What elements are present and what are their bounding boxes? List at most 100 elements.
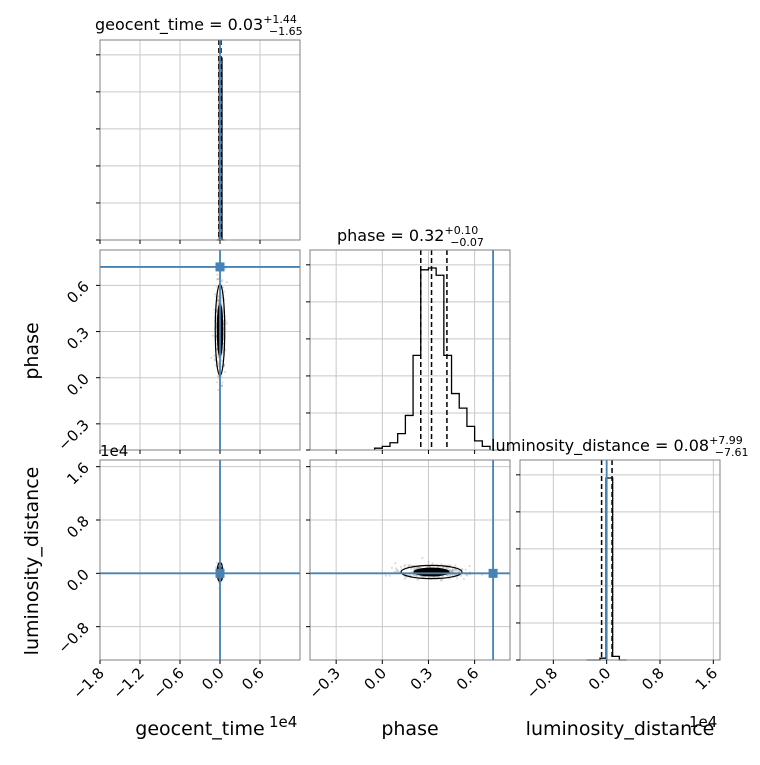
panel-frame-luminosity_distance-vs-geocent_time — [99, 459, 301, 661]
ytick-label-luminosity_distance: −0.8 — [54, 619, 92, 657]
scatter-point — [422, 576, 425, 579]
scatter-point — [439, 579, 443, 582]
scatter-point — [416, 578, 419, 582]
scatter-point — [422, 575, 425, 578]
truth-marker-luminosity_distance_vs_phase — [488, 568, 498, 578]
scatter-point — [452, 568, 455, 572]
scatter-point — [435, 575, 438, 578]
xlabel-geocent-time: geocent_time — [135, 718, 264, 740]
xtick-label-luminosity_distance: 1.6 — [692, 664, 722, 694]
scatter-point — [418, 566, 421, 569]
xtick-label-geocent_time: 0.0 — [198, 664, 228, 694]
xtick-label-phase: 0.3 — [407, 664, 437, 694]
scatter-point — [432, 575, 435, 579]
title-luminosity-distance: luminosity_distance = 0.08+7.99 −7.61 — [491, 434, 749, 459]
panel-frame-phase-vs-phase — [309, 249, 511, 451]
scatter-point — [210, 356, 213, 359]
scatter-point — [221, 279, 224, 282]
scatter-point — [395, 567, 398, 570]
scatter-point — [221, 305, 224, 308]
scatter-point — [220, 297, 224, 300]
xtick-label-luminosity_distance: −0.8 — [523, 664, 561, 702]
scatter-point — [428, 565, 431, 568]
scatter-point — [412, 573, 415, 576]
scatter-point — [405, 576, 408, 579]
scatter-point — [460, 574, 463, 578]
scatter-point — [421, 575, 424, 578]
scatter-point — [216, 295, 220, 298]
scatter-point — [451, 570, 454, 573]
scatter-point — [403, 565, 406, 568]
scatter-point — [448, 568, 451, 571]
xtick-label-luminosity_distance: 0.0 — [585, 664, 615, 694]
scatter-point — [213, 358, 216, 362]
scatter-point — [413, 566, 416, 570]
scatter-point — [217, 299, 220, 302]
scatter-point — [445, 567, 448, 570]
scatter-point — [468, 565, 471, 568]
ytick-label-phase: 0.0 — [63, 370, 93, 400]
scatter-point — [216, 273, 219, 276]
xtick-label-phase: −0.3 — [305, 664, 343, 702]
scatter-point — [431, 562, 434, 565]
scatter-point — [216, 299, 219, 302]
scatter-point — [221, 381, 224, 384]
scatter-point — [221, 299, 224, 302]
scatter-point — [462, 578, 465, 581]
scatter-point — [214, 566, 218, 569]
scatter-point — [213, 354, 216, 357]
scatter-point — [448, 577, 451, 580]
scatter-point — [449, 564, 452, 567]
scatter-point — [448, 568, 452, 572]
scatter-point — [414, 574, 417, 577]
truth-marker-luminosity_distance_vs_geocent_time — [215, 568, 225, 578]
scatter-point — [384, 574, 387, 577]
title-phase: phase = 0.32+0.10 −0.07 — [337, 224, 484, 249]
scatter-point — [220, 375, 223, 378]
scatter-point — [455, 569, 458, 572]
xtick-label-geocent_time: 0.6 — [238, 664, 268, 694]
scatter-point — [441, 575, 444, 579]
ytick-label-phase: 0.6 — [63, 277, 93, 307]
ylabel-phase: phase — [21, 322, 43, 379]
scatter-point — [413, 567, 416, 571]
scatter-point — [220, 302, 223, 306]
scatter-point — [211, 334, 214, 337]
scatter-point — [216, 278, 219, 281]
scatter-point — [480, 573, 484, 576]
xtick-label-phase: 0.0 — [361, 664, 391, 694]
scatter-point — [221, 384, 224, 387]
scatter-point — [390, 566, 393, 570]
xtick-label-phase: 0.6 — [453, 664, 483, 694]
scatter-point — [426, 565, 429, 568]
scatter-point — [446, 567, 450, 570]
scatter-point — [451, 573, 454, 577]
scatter-point — [448, 574, 452, 577]
scatter-point — [416, 566, 419, 570]
ylabel-luminosity-distance: luminosity_distance — [21, 467, 43, 656]
scatter-point — [461, 568, 464, 571]
scatter-point — [453, 569, 456, 572]
offset-luminosity-distance-y: 1e4 — [100, 442, 128, 460]
scatter-point — [412, 573, 416, 577]
ytick-label-luminosity_distance: 0.8 — [63, 512, 93, 542]
scatter-point — [217, 388, 220, 392]
scatter-point — [394, 562, 397, 565]
scatter-point — [410, 567, 413, 570]
scatter-point — [437, 565, 440, 568]
xtick-label-luminosity_distance: 0.8 — [638, 664, 668, 694]
scatter-point — [220, 280, 223, 283]
scatter-point — [450, 570, 453, 573]
scatter-point — [223, 290, 226, 293]
scatter-point — [388, 574, 391, 577]
contour-core-luminosity_distance_vs_phase — [413, 567, 450, 577]
ytick-label-luminosity_distance: 0.0 — [63, 565, 93, 595]
histogram-phase — [373, 267, 491, 450]
scatter-point — [419, 575, 422, 578]
scatter-point — [427, 560, 430, 564]
scatter-point — [440, 579, 443, 582]
scatter-point — [428, 565, 431, 568]
scatter-point — [446, 574, 450, 577]
